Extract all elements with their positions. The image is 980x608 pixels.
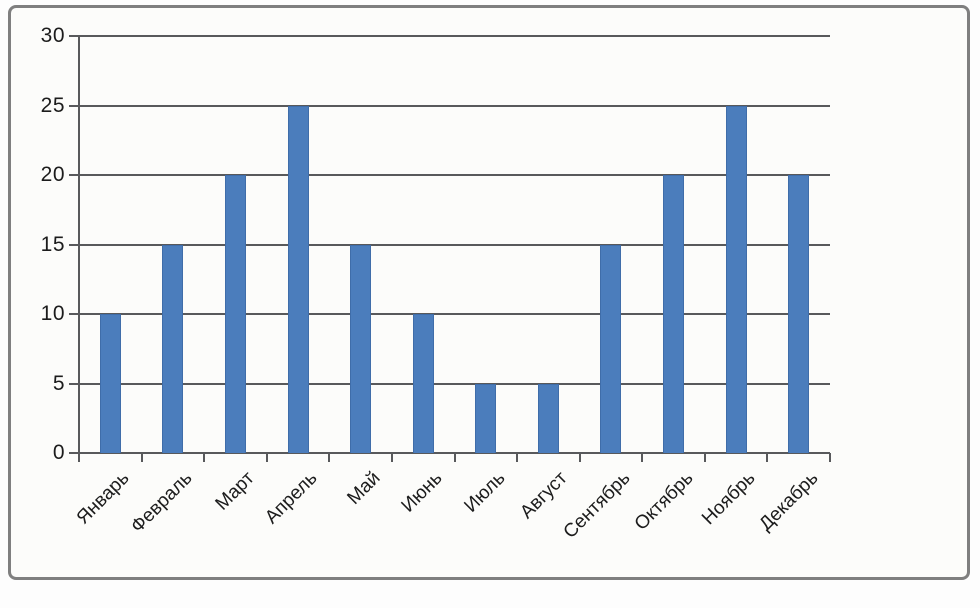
x-axis-tick (703, 453, 706, 462)
bar (725, 105, 747, 453)
x-axis-tick (265, 453, 268, 462)
y-axis-tick-label: 25 (40, 93, 65, 117)
x-axis-tick (578, 453, 581, 462)
x-axis-tick (766, 453, 769, 462)
bar (224, 175, 246, 453)
bar (162, 244, 184, 453)
x-axis-line (69, 452, 830, 454)
y-axis-tick-label: 0 (52, 441, 65, 464)
gridline-25 (69, 104, 830, 107)
y-axis-tick-label: 15 (40, 232, 65, 256)
y-axis-tick-label: 20 (40, 163, 65, 186)
bar-chart: 0 5 10 15 20 25 30 Январь Февраль Март Апрель Май Ию… (11, 8, 980, 608)
x-axis-tick (453, 453, 456, 462)
x-axis-tick (203, 453, 206, 462)
x-axis-tick (641, 453, 644, 462)
gridline-30 (69, 35, 830, 37)
y-axis-tick-label: 30 (40, 24, 65, 47)
gridline-15 (69, 243, 830, 246)
bar (788, 175, 810, 453)
gridline-20 (69, 174, 830, 176)
y-axis-tick-label: 10 (40, 302, 65, 325)
x-axis-label: Январь (72, 467, 134, 529)
bar (475, 383, 497, 453)
x-axis-tick (390, 453, 393, 462)
y-axis-tick-label: 5 (52, 371, 65, 395)
x-axis-tick (328, 453, 331, 462)
chart-frame: 0 5 10 15 20 25 30 Январь Февраль Март Апрель Май Ию… (8, 5, 970, 580)
x-axis-tick (140, 453, 143, 462)
x-axis-tick (516, 453, 519, 462)
bar (99, 314, 121, 453)
gridline-5 (69, 382, 830, 385)
x-axis-tick (78, 453, 80, 462)
bar (412, 314, 434, 453)
x-axis-label: Ноябрь (698, 467, 760, 530)
bar (287, 105, 309, 453)
gridline-10 (69, 313, 830, 315)
y-axis-line (78, 36, 80, 462)
bar (600, 244, 622, 453)
bar (537, 383, 559, 453)
bar (350, 244, 372, 453)
bar (663, 175, 685, 453)
x-axis-tick (829, 453, 831, 462)
x-axis-label: Июнь (397, 467, 447, 517)
